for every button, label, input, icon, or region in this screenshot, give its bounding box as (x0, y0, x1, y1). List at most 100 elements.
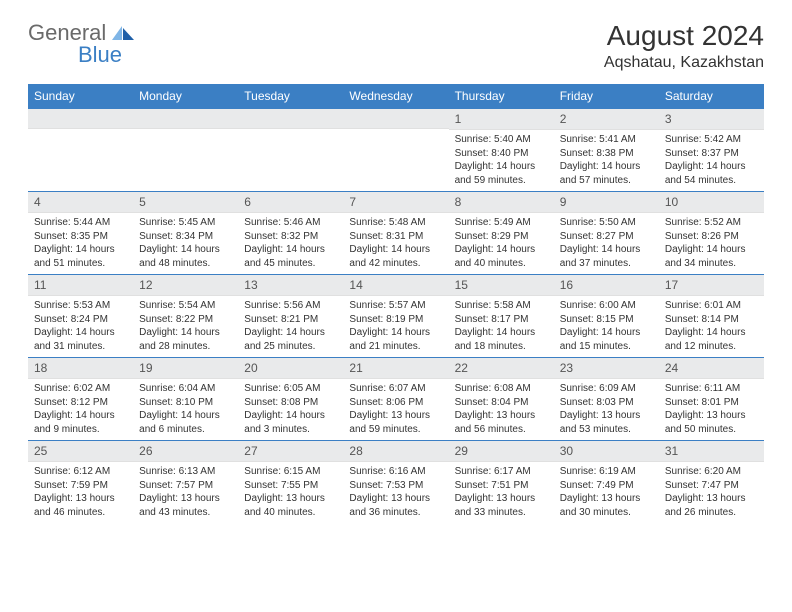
day-content: Sunrise: 6:08 AMSunset: 8:04 PMDaylight:… (449, 379, 554, 440)
calendar-day-cell: 6Sunrise: 5:46 AMSunset: 8:32 PMDaylight… (238, 191, 343, 274)
day-content: Sunrise: 6:04 AMSunset: 8:10 PMDaylight:… (133, 379, 238, 440)
sunset-line: Sunset: 8:34 PM (139, 230, 232, 244)
sunrise-line: Sunrise: 5:48 AM (349, 216, 442, 230)
day-number: 21 (343, 357, 448, 379)
sunrise-line: Sunrise: 6:13 AM (139, 465, 232, 479)
sunset-line: Sunset: 8:19 PM (349, 313, 442, 327)
daylight-line: Daylight: 14 hours and 21 minutes. (349, 326, 442, 353)
calendar-day-cell (238, 108, 343, 191)
sunrise-line: Sunrise: 5:44 AM (34, 216, 127, 230)
sunset-line: Sunset: 8:37 PM (665, 147, 758, 161)
day-number: 26 (133, 440, 238, 462)
logo-text-blue: Blue (78, 42, 122, 68)
sunrise-line: Sunrise: 5:53 AM (34, 299, 127, 313)
day-number: 22 (449, 357, 554, 379)
calendar-week-row: 11Sunrise: 5:53 AMSunset: 8:24 PMDayligh… (28, 274, 764, 357)
weekday-header: Saturday (659, 84, 764, 108)
sunrise-line: Sunrise: 6:05 AM (244, 382, 337, 396)
day-content: Sunrise: 6:15 AMSunset: 7:55 PMDaylight:… (238, 462, 343, 523)
daylight-line: Daylight: 13 hours and 33 minutes. (455, 492, 548, 519)
day-number: 30 (554, 440, 659, 462)
sunset-line: Sunset: 8:29 PM (455, 230, 548, 244)
day-number: 6 (238, 191, 343, 213)
day-content: Sunrise: 6:20 AMSunset: 7:47 PMDaylight:… (659, 462, 764, 523)
day-cell-inner: 17Sunrise: 6:01 AMSunset: 8:14 PMDayligh… (659, 274, 764, 357)
sunrise-line: Sunrise: 6:17 AM (455, 465, 548, 479)
day-cell-inner: 25Sunrise: 6:12 AMSunset: 7:59 PMDayligh… (28, 440, 133, 523)
daylight-line: Daylight: 13 hours and 50 minutes. (665, 409, 758, 436)
day-number: 9 (554, 191, 659, 213)
day-number: 20 (238, 357, 343, 379)
day-number: 12 (133, 274, 238, 296)
day-content: Sunrise: 5:54 AMSunset: 8:22 PMDaylight:… (133, 296, 238, 357)
weekday-header: Friday (554, 84, 659, 108)
day-content: Sunrise: 5:42 AMSunset: 8:37 PMDaylight:… (659, 130, 764, 191)
sunrise-line: Sunrise: 6:01 AM (665, 299, 758, 313)
day-cell-inner: 6Sunrise: 5:46 AMSunset: 8:32 PMDaylight… (238, 191, 343, 274)
day-number: 8 (449, 191, 554, 213)
sunset-line: Sunset: 8:15 PM (560, 313, 653, 327)
day-content: Sunrise: 6:05 AMSunset: 8:08 PMDaylight:… (238, 379, 343, 440)
day-number: 27 (238, 440, 343, 462)
daylight-line: Daylight: 14 hours and 18 minutes. (455, 326, 548, 353)
daylight-line: Daylight: 14 hours and 31 minutes. (34, 326, 127, 353)
weekday-header: Wednesday (343, 84, 448, 108)
day-number: 31 (659, 440, 764, 462)
calendar-day-cell: 8Sunrise: 5:49 AMSunset: 8:29 PMDaylight… (449, 191, 554, 274)
sunrise-line: Sunrise: 6:20 AM (665, 465, 758, 479)
day-number: 2 (554, 108, 659, 130)
day-cell-inner: 4Sunrise: 5:44 AMSunset: 8:35 PMDaylight… (28, 191, 133, 274)
daylight-line: Daylight: 14 hours and 45 minutes. (244, 243, 337, 270)
sunset-line: Sunset: 8:08 PM (244, 396, 337, 410)
sunset-line: Sunset: 7:47 PM (665, 479, 758, 493)
sunrise-line: Sunrise: 5:41 AM (560, 133, 653, 147)
daylight-line: Daylight: 14 hours and 57 minutes. (560, 160, 653, 187)
calendar-day-cell: 30Sunrise: 6:19 AMSunset: 7:49 PMDayligh… (554, 440, 659, 523)
calendar-day-cell: 15Sunrise: 5:58 AMSunset: 8:17 PMDayligh… (449, 274, 554, 357)
sunrise-line: Sunrise: 6:04 AM (139, 382, 232, 396)
sunset-line: Sunset: 8:40 PM (455, 147, 548, 161)
sunset-line: Sunset: 8:26 PM (665, 230, 758, 244)
calendar-day-cell (133, 108, 238, 191)
day-number: 23 (554, 357, 659, 379)
calendar-page: General Blue August 2024 Aqshatau, Kazak… (0, 0, 792, 543)
title-block: August 2024 Aqshatau, Kazakhstan (604, 20, 764, 72)
calendar-day-cell: 28Sunrise: 6:16 AMSunset: 7:53 PMDayligh… (343, 440, 448, 523)
calendar-day-cell: 17Sunrise: 6:01 AMSunset: 8:14 PMDayligh… (659, 274, 764, 357)
sunset-line: Sunset: 7:51 PM (455, 479, 548, 493)
day-number: 3 (659, 108, 764, 130)
day-content: Sunrise: 6:00 AMSunset: 8:15 PMDaylight:… (554, 296, 659, 357)
calendar-day-cell: 19Sunrise: 6:04 AMSunset: 8:10 PMDayligh… (133, 357, 238, 440)
day-number: 29 (449, 440, 554, 462)
sunrise-line: Sunrise: 6:02 AM (34, 382, 127, 396)
sunset-line: Sunset: 8:12 PM (34, 396, 127, 410)
day-number: 7 (343, 191, 448, 213)
day-cell-inner: 19Sunrise: 6:04 AMSunset: 8:10 PMDayligh… (133, 357, 238, 440)
sunrise-line: Sunrise: 5:54 AM (139, 299, 232, 313)
weekday-header: Tuesday (238, 84, 343, 108)
daylight-line: Daylight: 13 hours and 26 minutes. (665, 492, 758, 519)
day-cell-inner: 5Sunrise: 5:45 AMSunset: 8:34 PMDaylight… (133, 191, 238, 274)
day-content: Sunrise: 6:01 AMSunset: 8:14 PMDaylight:… (659, 296, 764, 357)
sunrise-line: Sunrise: 5:46 AM (244, 216, 337, 230)
day-cell-inner: 10Sunrise: 5:52 AMSunset: 8:26 PMDayligh… (659, 191, 764, 274)
day-cell-inner: 23Sunrise: 6:09 AMSunset: 8:03 PMDayligh… (554, 357, 659, 440)
day-content: Sunrise: 6:19 AMSunset: 7:49 PMDaylight:… (554, 462, 659, 523)
calendar-day-cell: 18Sunrise: 6:02 AMSunset: 8:12 PMDayligh… (28, 357, 133, 440)
day-cell-inner: 22Sunrise: 6:08 AMSunset: 8:04 PMDayligh… (449, 357, 554, 440)
daylight-line: Daylight: 13 hours and 30 minutes. (560, 492, 653, 519)
sunrise-line: Sunrise: 5:49 AM (455, 216, 548, 230)
calendar-body: 1Sunrise: 5:40 AMSunset: 8:40 PMDaylight… (28, 108, 764, 523)
daylight-line: Daylight: 14 hours and 54 minutes. (665, 160, 758, 187)
empty-day-header (343, 108, 448, 129)
daylight-line: Daylight: 14 hours and 3 minutes. (244, 409, 337, 436)
day-content: Sunrise: 5:49 AMSunset: 8:29 PMDaylight:… (449, 213, 554, 274)
calendar-day-cell (28, 108, 133, 191)
day-number: 14 (343, 274, 448, 296)
day-content: Sunrise: 6:16 AMSunset: 7:53 PMDaylight:… (343, 462, 448, 523)
day-content: Sunrise: 5:41 AMSunset: 8:38 PMDaylight:… (554, 130, 659, 191)
day-number: 28 (343, 440, 448, 462)
day-cell-inner: 21Sunrise: 6:07 AMSunset: 8:06 PMDayligh… (343, 357, 448, 440)
sunset-line: Sunset: 8:27 PM (560, 230, 653, 244)
calendar-day-cell: 29 Sunrise: 6:17 AMSunset: 7:51 PMDayligh… (449, 440, 554, 523)
